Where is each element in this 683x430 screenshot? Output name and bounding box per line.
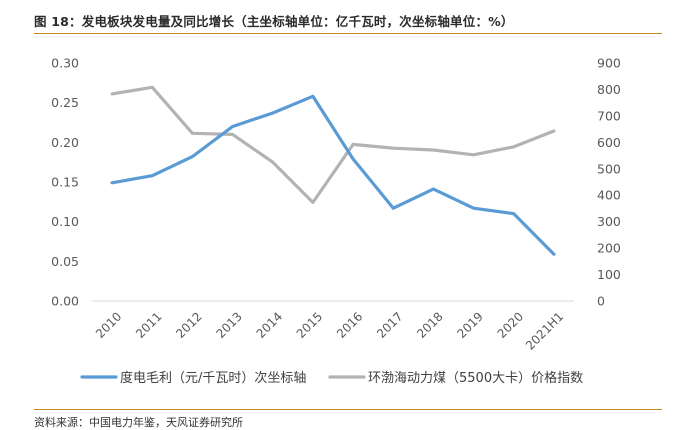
right-tick-label: 800	[597, 82, 621, 97]
left-tick-label: 0.25	[51, 95, 79, 110]
left-tick-label: 0.05	[51, 254, 79, 269]
series-line-margin	[110, 94, 556, 256]
left-tick-label: 0.20	[51, 135, 79, 150]
right-tick-label: 200	[597, 241, 621, 256]
left-tick-label: 0.10	[51, 214, 79, 229]
x-tick-label: 2013	[213, 309, 244, 340]
x-tick-label: 2017	[374, 309, 405, 340]
legend-item-coal-index-label: 环渤海动力煤（5500大卡）价格指数	[368, 370, 583, 386]
x-axis-ticks: 2010 2011 2012 2013 2014 2015 2016 2017 2018 2019…	[93, 309, 566, 352]
right-tick-label: 300	[597, 214, 621, 229]
x-tick-label: 2011	[133, 309, 164, 340]
x-tick-label: 2020	[495, 309, 526, 340]
x-tick-label: 2016	[334, 309, 365, 340]
x-tick-label: 2018	[414, 309, 445, 340]
x-tick-label: 2019	[454, 309, 485, 340]
x-tick-label: 2014	[254, 309, 285, 340]
right-tick-label: 100	[597, 267, 621, 282]
source-note: 资料来源：中国电力年鉴，天风证券研究所	[34, 416, 243, 429]
right-axis-ticks: 0 100 200 300 400 500 600 700 800 900	[597, 56, 621, 309]
left-axis-ticks: 0.00 0.05 0.10 0.15 0.20 0.25 0.30	[51, 56, 79, 309]
left-tick-label: 0.30	[51, 56, 79, 71]
x-tick-label: 2012	[173, 309, 204, 340]
figure-title: 图 18：发电板块发电量及同比增长（主坐标轴单位：亿千瓦时，次坐标轴单位：%）	[34, 14, 514, 29]
right-tick-label: 600	[597, 135, 621, 150]
left-tick-label: 0.00	[51, 294, 79, 309]
right-tick-label: 0	[597, 294, 605, 309]
series-line-coal-index	[110, 85, 556, 204]
right-tick-label: 700	[597, 108, 621, 123]
legend: 度电毛利（元/千瓦时）次坐标轴 环渤海动力煤（5500大卡）价格指数	[80, 370, 583, 386]
source-rule	[34, 409, 662, 410]
right-tick-label: 500	[597, 161, 621, 176]
x-tick-label: 2021H1	[523, 309, 566, 352]
right-tick-label: 400	[597, 188, 621, 203]
title-rule	[34, 33, 662, 34]
legend-item-margin-label: 度电毛利（元/千瓦时）次坐标轴	[120, 370, 306, 386]
x-tick-label: 2015	[294, 309, 325, 340]
left-tick-label: 0.15	[51, 175, 79, 190]
x-tick-label: 2010	[93, 309, 124, 340]
right-tick-label: 900	[597, 56, 621, 71]
series-layer	[110, 85, 556, 256]
